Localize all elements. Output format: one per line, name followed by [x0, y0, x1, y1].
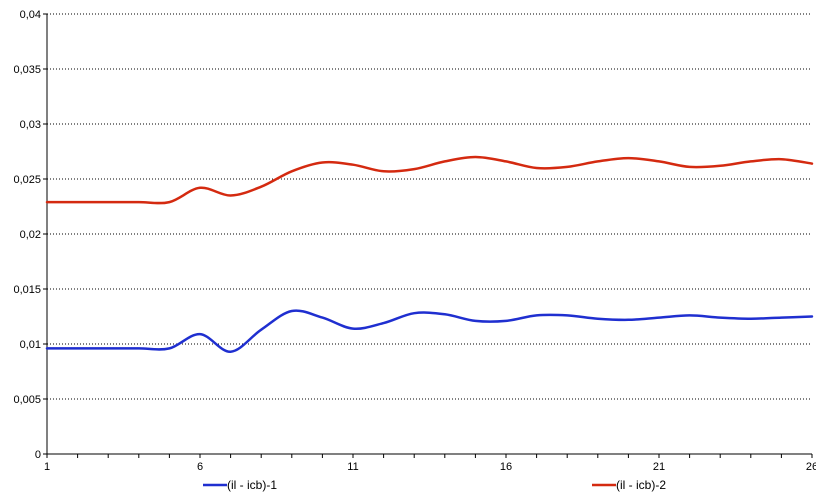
x-axis-ticks: 1 6 11 16 21 26: [44, 454, 816, 473]
x-tick-label: 11: [347, 461, 358, 473]
legend-item-1: (il - icb)-1: [203, 478, 277, 492]
legend-item-2: (il - icb)-2: [592, 478, 666, 492]
y-tick-label: 0,01: [20, 339, 41, 351]
x-tick-label: 6: [197, 461, 203, 473]
y-tick-label: 0,035: [13, 64, 41, 76]
y-tick-label: 0,005: [13, 394, 41, 406]
y-tick-label: 0: [35, 449, 41, 461]
y-tick-label: 0,03: [20, 119, 41, 131]
x-tick-label: 26: [806, 461, 816, 473]
y-tick-label: 0,04: [20, 9, 41, 21]
x-tick-label: 16: [500, 461, 512, 473]
series-line-1: [45, 309, 814, 353]
series-line-2: [45, 155, 814, 205]
gridlines: [47, 13, 812, 400]
series-lines: [45, 155, 814, 353]
x-tick-label: 1: [44, 461, 50, 473]
y-tick-label: 0,02: [20, 229, 41, 241]
y-tick-label: 0,025: [13, 174, 41, 186]
x-tick-label: 21: [653, 461, 665, 473]
y-tick-label: 0,015: [13, 284, 41, 296]
y-axis-ticks: 0 0,005 0,01 0,015 0,02 0,025 0,03 0,035 0,04: [13, 9, 47, 461]
legend: (il - icb)-1 (il - icb)-2: [203, 478, 666, 492]
legend-label: (il - icb)-2: [616, 478, 666, 492]
legend-label: (il - icb)-1: [227, 478, 277, 492]
